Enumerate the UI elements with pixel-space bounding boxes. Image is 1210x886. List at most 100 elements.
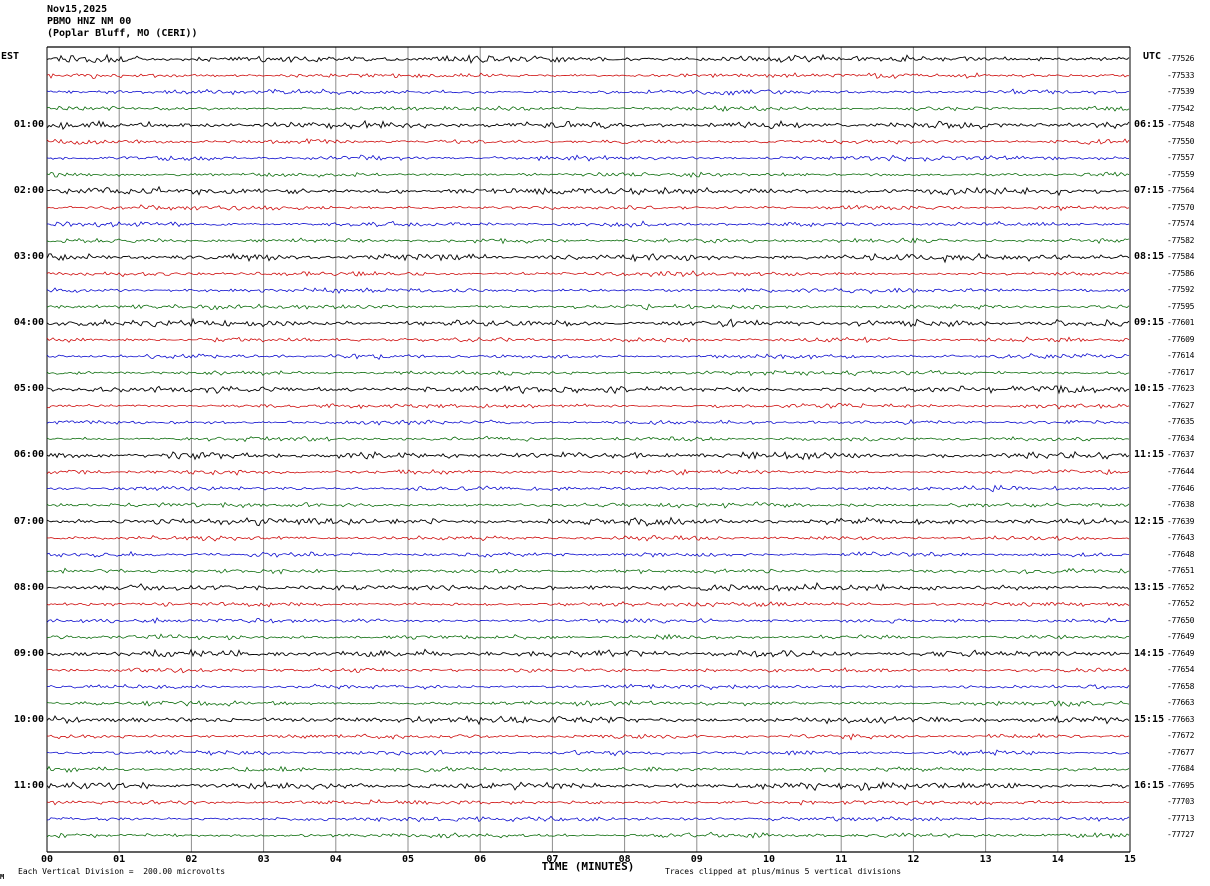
trace-offset-value: -77539 <box>1167 87 1195 97</box>
seismo-trace-row-29 <box>46 535 1130 542</box>
trace-offset-value: -77639 <box>1167 516 1195 526</box>
utc-hour-label: 11:15 <box>1134 449 1165 461</box>
seismo-trace-row-42 <box>46 749 1130 757</box>
seismo-trace-row-3 <box>46 104 1130 112</box>
clip-note: Traces clipped at plus/minus 5 vertical … <box>665 867 902 876</box>
est-hour-label: 05:00 <box>13 383 44 395</box>
trace-offset-value: -77663 <box>1167 698 1195 708</box>
trace-offset-value: -77634 <box>1167 433 1195 443</box>
est-hour-label: 07:00 <box>13 515 44 527</box>
utc-hour-label: 08:15 <box>1134 251 1165 263</box>
est-hour-label: 02:00 <box>13 185 44 197</box>
seismo-trace-row-28 <box>46 516 1130 527</box>
trace-offset-value: -77654 <box>1167 665 1195 675</box>
seismo-trace-row-38 <box>46 683 1130 691</box>
seismo-trace-row-9 <box>46 204 1130 212</box>
trace-offset-value: -77649 <box>1167 632 1195 642</box>
utc-hour-label: 12:15 <box>1134 515 1165 527</box>
seismo-trace-row-7 <box>46 171 1130 178</box>
seismo-trace-row-4 <box>46 119 1130 130</box>
utc-hour-label: 06:15 <box>1134 119 1165 131</box>
est-hour-label: 10:00 <box>13 713 44 725</box>
trace-offset-value: -77548 <box>1167 120 1195 130</box>
trace-offset-value: -77559 <box>1167 169 1195 179</box>
seismo-trace-row-0 <box>46 53 1130 64</box>
seismo-trace-row-18 <box>46 353 1130 361</box>
x-tick-label: 07 <box>546 854 559 865</box>
corner-mark: M <box>0 873 5 881</box>
trace-offset-value: -77684 <box>1167 764 1195 774</box>
trace-offset-value: -77652 <box>1167 582 1195 592</box>
seismo-trace-row-11 <box>46 237 1130 245</box>
trace-offset-value: -77713 <box>1167 813 1195 823</box>
seismo-trace-row-33 <box>46 601 1130 608</box>
seismo-trace-row-47 <box>46 831 1130 839</box>
trace-offset-value: -77652 <box>1167 599 1195 609</box>
seismo-trace-row-23 <box>46 435 1130 443</box>
est-hour-label: 03:00 <box>13 251 44 263</box>
seismo-trace-row-20 <box>46 384 1130 395</box>
seismo-trace-row-22 <box>46 419 1130 426</box>
trace-offset-value: -77617 <box>1167 367 1195 377</box>
utc-hour-label: 07:15 <box>1134 185 1165 197</box>
trace-offset-value: -77650 <box>1167 615 1195 625</box>
est-hour-label: 01:00 <box>13 119 44 131</box>
x-tick-label: 10 <box>762 854 776 865</box>
x-tick-label: 13 <box>979 854 992 865</box>
title-date: Nov15,2025 <box>47 4 108 15</box>
trace-offset-value: -77649 <box>1167 648 1195 658</box>
title-station: PBMO HNZ NM 00 <box>47 16 132 27</box>
seismo-trace-row-44 <box>46 780 1130 792</box>
seismo-trace-row-41 <box>46 733 1130 741</box>
seismo-trace-row-39 <box>46 699 1130 707</box>
x-tick-label: 04 <box>329 854 342 865</box>
x-tick-label: 05 <box>401 854 415 865</box>
x-tick-label: 12 <box>907 854 920 865</box>
utc-hour-label: 14:15 <box>1134 647 1165 659</box>
seismo-trace-row-35 <box>46 633 1130 641</box>
x-tick-label: 02 <box>185 854 198 865</box>
trace-offset-value: -77595 <box>1167 301 1195 311</box>
seismo-trace-row-25 <box>46 468 1130 476</box>
trace-offset-value: -77550 <box>1167 136 1195 146</box>
trace-offset-value: -77564 <box>1167 186 1195 196</box>
est-hour-label: 08:00 <box>13 581 44 593</box>
trace-offset-value: -77627 <box>1167 400 1195 410</box>
trace-offset-value: -77651 <box>1167 566 1195 576</box>
seismo-trace-row-12 <box>46 252 1130 264</box>
trace-offset-value: -77703 <box>1167 797 1195 807</box>
seismo-trace-row-32 <box>46 582 1130 592</box>
seismo-trace-row-17 <box>46 336 1130 344</box>
trace-offset-value: -77542 <box>1167 103 1195 113</box>
x-tick-label: 08 <box>618 854 631 865</box>
trace-offset-value: -77584 <box>1167 252 1195 262</box>
trace-offset-value: -77623 <box>1167 384 1195 394</box>
x-tick-label: 11 <box>835 854 848 865</box>
est-hour-label: 11:00 <box>13 779 44 791</box>
est-hour-label: 09:00 <box>13 647 44 659</box>
trace-offset-value: -77648 <box>1167 549 1195 559</box>
trace-offset-value: -77614 <box>1167 351 1195 361</box>
trace-offset-value: -77574 <box>1167 219 1195 229</box>
seismo-trace-row-2 <box>46 88 1130 96</box>
x-axis-title: TIME (MINUTES) <box>541 860 635 873</box>
seismo-trace-row-40 <box>46 715 1130 726</box>
utc-hour-label: 15:15 <box>1134 713 1165 725</box>
scale-note: Each Vertical Division = 200.00 microvol… <box>18 867 226 876</box>
seismo-trace-row-27 <box>46 501 1130 509</box>
trace-offset-value: -77592 <box>1167 285 1195 295</box>
trace-offset-value: -77672 <box>1167 731 1195 741</box>
utc-hour-label: 16:15 <box>1134 779 1165 791</box>
seismo-trace-row-5 <box>46 138 1130 145</box>
x-tick-label: 01 <box>113 854 126 865</box>
trace-offset-value: -77637 <box>1167 450 1195 460</box>
trace-offset-value: -77601 <box>1167 318 1195 328</box>
trace-offset-value: -77533 <box>1167 70 1195 80</box>
seismo-trace-row-24 <box>46 450 1130 461</box>
title-block: Nov15,2025 PBMO HNZ NM 00 (Poplar Bluff,… <box>47 4 198 40</box>
seismo-trace-row-1 <box>46 72 1130 79</box>
title-location: (Poplar Bluff, MO (CERI)) <box>47 28 198 39</box>
